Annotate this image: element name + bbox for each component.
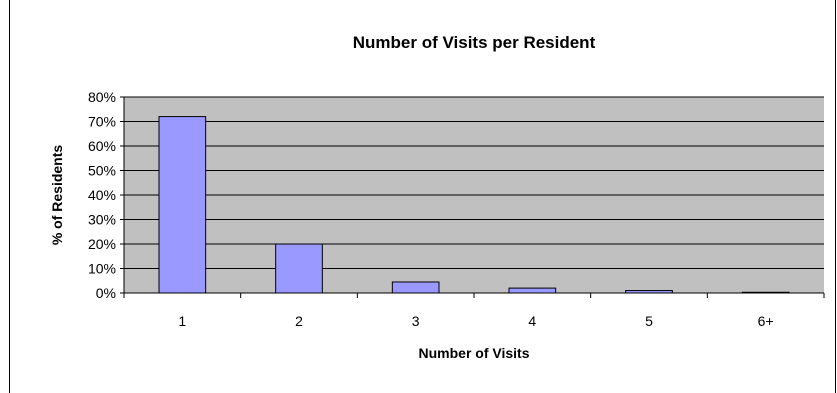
y-tick-label: 30% bbox=[88, 212, 116, 228]
y-tick-label: 70% bbox=[88, 114, 116, 130]
gridlines bbox=[124, 96, 824, 269]
x-tick-label: 6+ bbox=[758, 313, 774, 329]
x-tick-label: 1 bbox=[178, 313, 186, 329]
bar-1 bbox=[158, 116, 207, 294]
x-tick-label: 4 bbox=[528, 313, 536, 329]
y-tick-label: 0% bbox=[96, 285, 116, 301]
bars bbox=[158, 116, 790, 294]
x-axis-title: Number of Visits bbox=[419, 345, 530, 361]
y-axis-ticks: 0% 10% 20% 30% 40% 50% 60% 70% 80% bbox=[88, 89, 124, 301]
y-tick-label: 40% bbox=[88, 187, 116, 203]
y-tick-label: 80% bbox=[88, 89, 116, 105]
x-tick-label: 5 bbox=[645, 313, 653, 329]
y-tick-label: 10% bbox=[88, 261, 116, 277]
y-tick-label: 60% bbox=[88, 138, 116, 154]
bar-4 bbox=[508, 287, 557, 294]
chart-title: Number of Visits per Resident bbox=[353, 33, 596, 52]
y-axis-title: % of Residents bbox=[49, 145, 65, 246]
y-tick-label: 20% bbox=[88, 236, 116, 252]
bar-2 bbox=[275, 243, 323, 294]
x-tick-label: 3 bbox=[412, 313, 420, 329]
x-axis-ticks: 1 2 3 4 5 6+ bbox=[123, 293, 825, 329]
y-tick-label: 50% bbox=[88, 163, 116, 179]
x-tick-label: 2 bbox=[295, 313, 303, 329]
bar-3 bbox=[391, 281, 440, 294]
